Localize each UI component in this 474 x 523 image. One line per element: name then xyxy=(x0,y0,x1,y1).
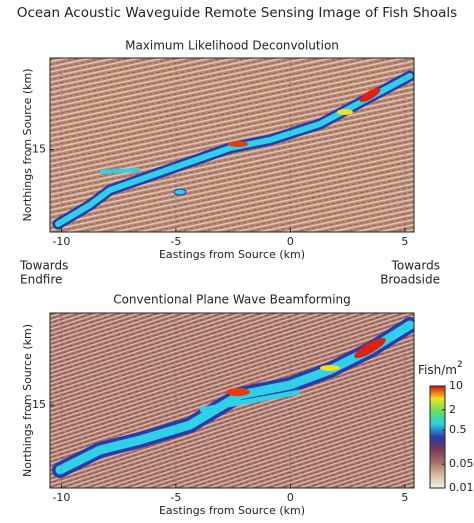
colorbar-tick-label: 0.01 xyxy=(449,481,474,494)
figure-title: Ocean Acoustic Waveguide Remote Sensing … xyxy=(17,5,457,21)
plot-frame xyxy=(49,57,415,233)
x-axis-label: Eastings from Source (km) xyxy=(159,248,305,261)
annotation: Broadside xyxy=(380,273,440,287)
x-tick-label: 0 xyxy=(287,491,294,504)
x-tick-label: -5 xyxy=(170,491,181,504)
x-axis-label: Eastings from Source (km) xyxy=(159,504,305,517)
heatmap-image xyxy=(50,313,414,488)
y-tick-label: -15 xyxy=(28,143,46,156)
annotation: Towards xyxy=(19,259,68,273)
y-tick-label: -15 xyxy=(28,398,46,411)
y-axis-label: Northings from Source (km) xyxy=(21,324,34,477)
x-tick-label: 5 xyxy=(401,235,408,248)
colorbar-tick-label: 0.5 xyxy=(449,423,467,436)
x-tick-label: -10 xyxy=(52,491,70,504)
colorbar-tick-label: 2 xyxy=(449,403,456,416)
colorbar-label: Fish/m2 xyxy=(418,360,463,377)
y-axis-label: Northings from Source (km) xyxy=(21,68,34,221)
annotation: Towards xyxy=(391,259,440,273)
x-tick-label: -10 xyxy=(52,235,70,248)
colorbar-label-sup: 2 xyxy=(457,360,463,370)
colorbar xyxy=(429,385,446,489)
annotation: Endfire xyxy=(20,273,62,287)
colorbar-tick-label: 10 xyxy=(449,379,463,392)
x-tick-label: -5 xyxy=(170,235,181,248)
plot-frame xyxy=(49,312,415,489)
colorbar-tick-label: 0.05 xyxy=(449,457,474,470)
x-tick-label: 5 xyxy=(401,491,408,504)
colorbar-label-text: Fish/m xyxy=(418,363,457,377)
panel-title: Maximum Likelihood Deconvolution xyxy=(125,39,339,53)
heatmap-image xyxy=(50,58,414,232)
x-tick-label: 0 xyxy=(287,235,294,248)
panel-title: Conventional Plane Wave Beamforming xyxy=(113,293,351,307)
